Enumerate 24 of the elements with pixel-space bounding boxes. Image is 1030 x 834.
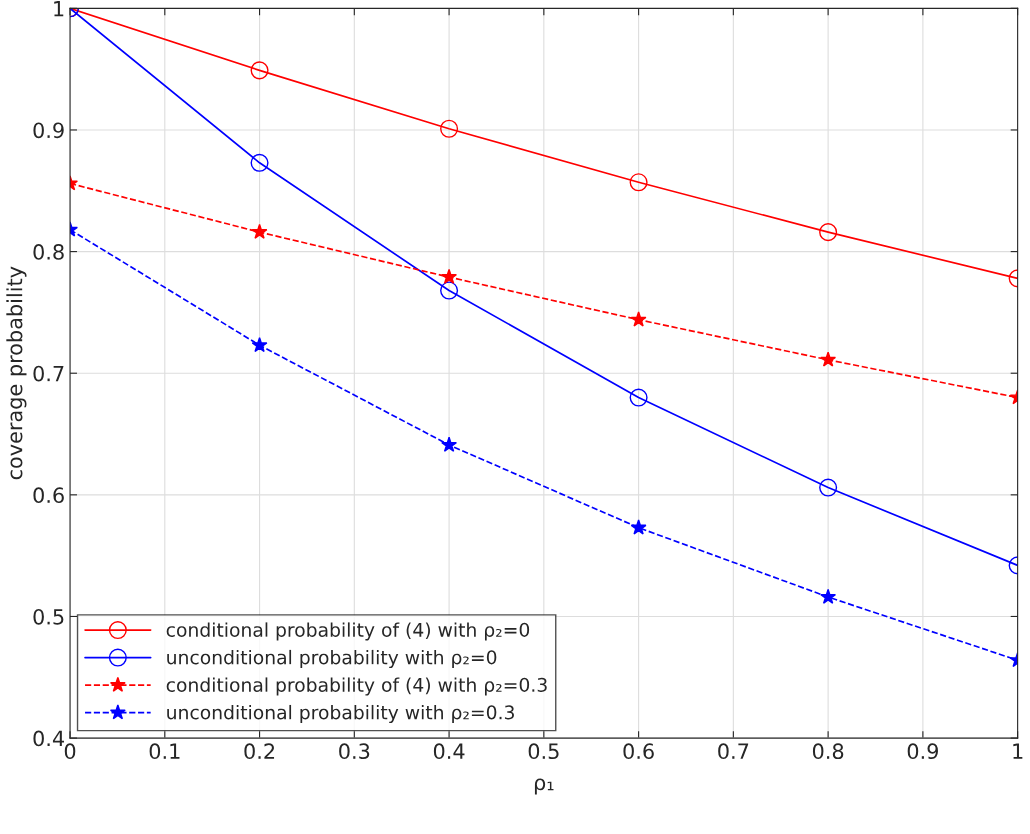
y-tick-label: 0.6 <box>33 487 64 504</box>
legend-label: unconditional probability with ρ₂=0.3 <box>167 704 514 724</box>
x-tick-label: 1 <box>1013 743 1023 759</box>
legend-label: unconditional probability with ρ₂=0 <box>167 649 497 669</box>
x-tick-label: 0.8 <box>812 743 844 760</box>
x-tick-label: 0.5 <box>528 743 559 760</box>
x-tick-label: 0 <box>64 743 76 760</box>
x-tick-label: 0.2 <box>244 743 275 760</box>
x-axis-title: ρ₁ <box>534 778 554 795</box>
x-tick-label: 0.9 <box>907 743 938 760</box>
y-tick-label: 0.5 <box>33 608 64 625</box>
y-axis-title: coverage probability <box>6 266 27 480</box>
x-tick-label: 0.3 <box>339 743 370 760</box>
y-tick-label: 0.7 <box>33 365 64 382</box>
x-tick-label: 0.7 <box>718 743 749 760</box>
legend-label: conditional probability of (4) with ρ₂=0.3 <box>166 677 547 696</box>
legend-label: conditional probability of (4) with ρ₂=0 <box>166 622 530 641</box>
y-tick-label: 0.4 <box>33 730 65 747</box>
x-tick-label: 0.6 <box>623 743 654 760</box>
y-tick-label: 0.8 <box>33 244 64 260</box>
y-tick-label: 1 <box>54 1 64 17</box>
x-tick-label: 0.1 <box>149 743 180 760</box>
y-tick-label: 0.9 <box>33 122 64 139</box>
x-tick-label: 0.4 <box>433 743 465 760</box>
